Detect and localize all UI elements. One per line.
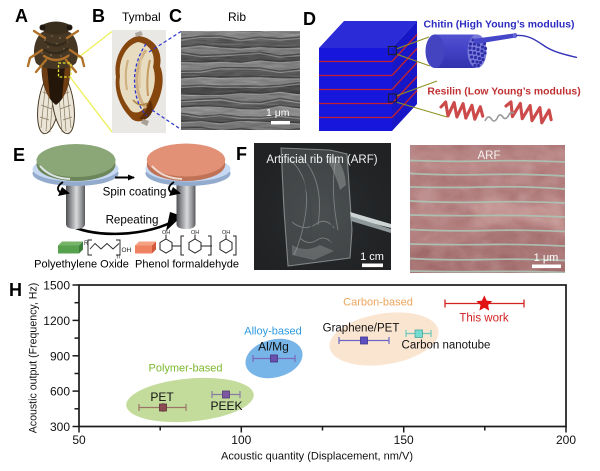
svg-text:OH: OH [122,247,132,254]
svg-text:Alloy-based: Alloy-based [244,326,301,338]
svg-text:Repeating: Repeating [106,214,159,227]
svg-text:300: 300 [50,420,70,434]
svg-text:1 cm: 1 cm [360,251,384,263]
svg-text:600: 600 [50,385,70,399]
svg-text:900: 900 [50,349,70,363]
svg-text:Chitin (High Young’s modulus): Chitin (High Young’s modulus) [423,20,574,31]
svg-text:1 μm: 1 μm [534,252,559,264]
svg-text:Carbon nanotube: Carbon nanotube [402,340,491,352]
svg-text:Resilin (Low Young’s modulus): Resilin (Low Young’s modulus) [427,87,580,98]
svg-text:PET: PET [150,390,174,404]
svg-text:Phenol formaldehyde: Phenol formaldehyde [135,259,239,271]
svg-text:R: R [84,241,89,247]
svg-text:ARF: ARF [478,150,501,162]
svg-text:PEEK: PEEK [210,399,242,413]
svg-text:Spin coating: Spin coating [103,185,167,198]
svg-text:150: 150 [394,433,414,447]
svg-text:This work: This work [459,313,508,325]
svg-text:Acoustic quantity (Displacemen: Acoustic quantity (Displacement, nm/V) [221,451,413,463]
svg-text:Polyethylene Oxide: Polyethylene Oxide [34,259,129,271]
svg-text:OH: OH [191,230,199,236]
svg-text:Acoustic output (Frequency, H: Acoustic output (Frequency, Hz) [28,283,40,434]
svg-text:OH: OH [222,230,230,236]
svg-text:Graphene/PET: Graphene/PET [323,323,400,335]
svg-text:1500: 1500 [43,279,70,293]
svg-text:n: n [117,255,120,261]
svg-text:200: 200 [556,433,576,447]
svg-text:1 μm: 1 μm [266,107,290,119]
svg-text:Artificial rib film (ARF): Artificial rib film (ARF) [266,154,377,166]
svg-text:OH: OH [162,230,170,236]
svg-text:50: 50 [72,433,86,447]
svg-text:Polymer-based: Polymer-based [149,363,223,375]
svg-text:100: 100 [231,433,251,447]
svg-text:Carbon-based: Carbon-based [343,297,413,309]
svg-text:1200: 1200 [43,314,70,328]
svg-text:Al/Mg: Al/Mg [258,340,289,354]
